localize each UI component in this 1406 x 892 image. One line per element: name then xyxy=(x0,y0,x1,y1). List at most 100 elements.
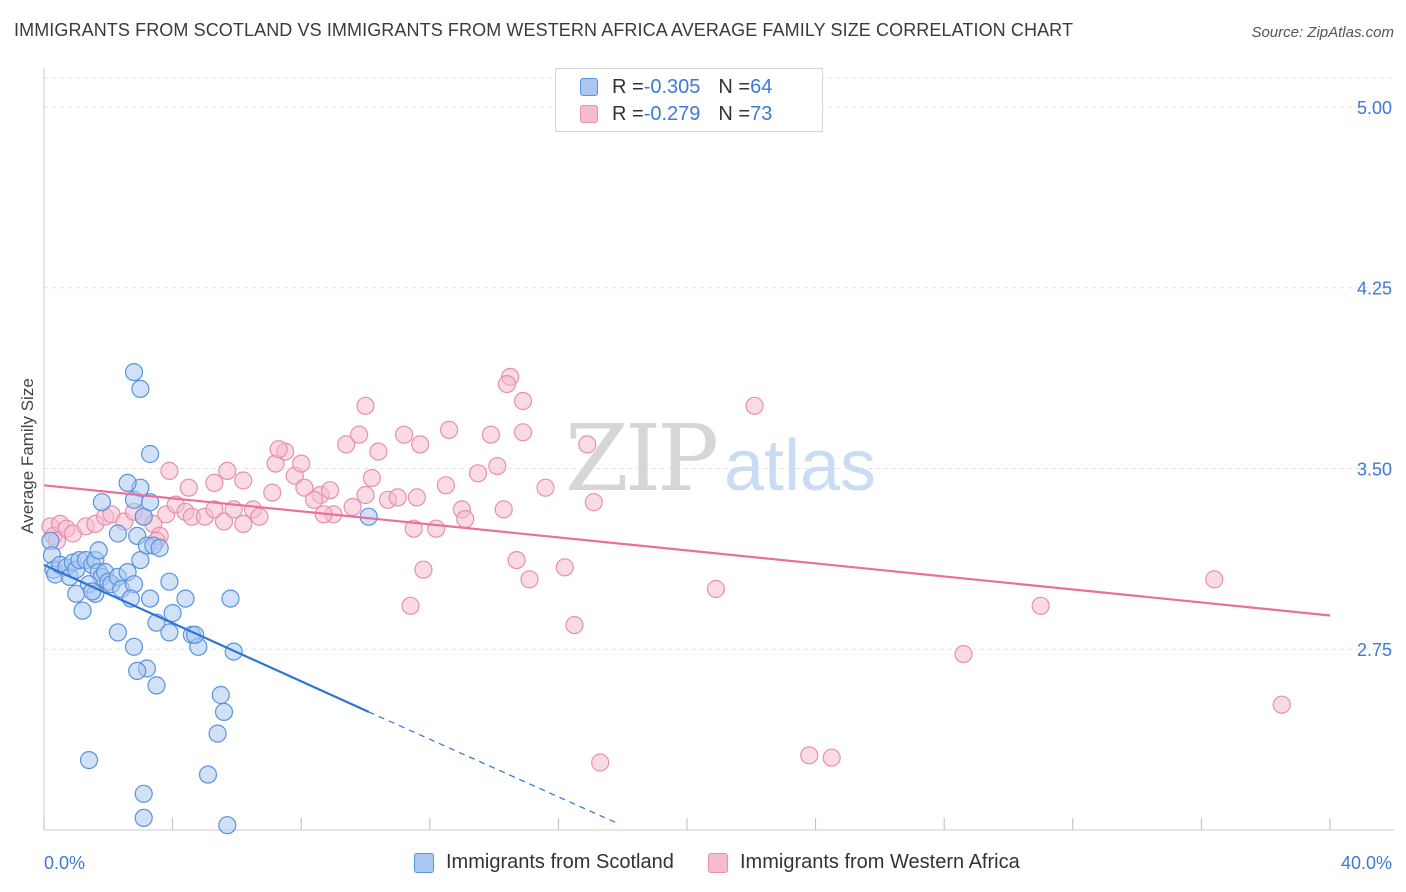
scotland-point xyxy=(214,702,234,722)
western-africa-swatch xyxy=(580,105,598,123)
x-tick-label: 0.0% xyxy=(44,853,85,873)
legend-item-western-africa[interactable]: Immigrants from Western Africa xyxy=(708,851,1020,874)
western-africa-point xyxy=(414,560,433,579)
scotland-point xyxy=(108,623,128,642)
watermark-atlas: atlas xyxy=(724,426,876,506)
r-value: -0.279 xyxy=(643,102,701,125)
western-africa-trend-line xyxy=(43,484,1331,617)
western-africa-point xyxy=(1272,695,1291,714)
x-tick-label: 40.0% xyxy=(1341,853,1392,873)
r-label: R = xyxy=(612,75,644,98)
scotland-point xyxy=(163,603,182,623)
western-africa-point xyxy=(321,481,340,500)
western-africa-point xyxy=(214,512,234,531)
western-africa-point xyxy=(591,753,610,772)
western-africa-point xyxy=(160,461,179,480)
scotland-point xyxy=(134,808,153,828)
scotland-point xyxy=(141,589,160,608)
western-africa-point xyxy=(497,375,517,394)
scotland-point xyxy=(83,582,102,601)
western-africa-point xyxy=(507,550,526,570)
western-africa-point xyxy=(565,615,584,635)
western-africa-point xyxy=(481,425,500,444)
scotland-point xyxy=(124,637,144,656)
scotland-point xyxy=(134,784,153,803)
western-africa-point xyxy=(205,500,224,519)
western-africa-point xyxy=(555,558,574,577)
scotland-points xyxy=(41,363,378,835)
scotland-point xyxy=(150,538,169,558)
western-africa-point xyxy=(822,748,841,767)
western-africa-point xyxy=(295,478,314,497)
scotland-point xyxy=(160,623,179,642)
western-africa-swatch xyxy=(708,852,728,873)
y-tick-label: 3.50 xyxy=(1357,459,1392,479)
western-africa-point xyxy=(584,493,603,512)
western-africa-point xyxy=(427,519,446,538)
western-africa-point xyxy=(488,457,507,476)
y-tick-label: 5.00 xyxy=(1357,98,1392,118)
legend-label-western-africa: Immigrants from Western Africa xyxy=(740,851,1020,873)
western-africa-point xyxy=(305,490,324,509)
scotland-point xyxy=(67,584,86,603)
legend-item-scotland[interactable]: Immigrants from Scotland xyxy=(414,851,674,874)
western-africa-point xyxy=(411,435,430,454)
western-africa-point xyxy=(407,488,426,507)
axes xyxy=(43,68,1394,831)
western-africa-point xyxy=(356,396,375,415)
western-africa-point xyxy=(263,483,282,502)
western-africa-point xyxy=(404,519,423,538)
tick-labels: 2.75 3.50 4.25 5.00 0.0% 40.0% Average Family … xyxy=(18,98,1392,873)
gridlines xyxy=(44,77,1394,650)
western-africa-point xyxy=(369,442,388,461)
western-africa-point xyxy=(468,464,488,483)
western-africa-point xyxy=(388,488,407,507)
western-africa-point xyxy=(1205,570,1224,589)
scotland-point xyxy=(73,601,92,620)
r-value: -0.305 xyxy=(643,75,701,98)
n-value: 64 xyxy=(750,75,773,98)
western-africa-point xyxy=(456,509,475,529)
scotland-point xyxy=(124,363,144,382)
trend-lines xyxy=(43,484,1331,824)
scotland-trend-extension xyxy=(368,711,617,824)
scotland-point xyxy=(141,493,160,512)
western-africa-point xyxy=(343,497,362,517)
scotland-point xyxy=(141,444,160,464)
scotland-point xyxy=(176,589,195,608)
scotland-point xyxy=(128,661,147,681)
western-africa-point xyxy=(401,596,420,615)
scotland-point xyxy=(221,589,240,608)
western-africa-point xyxy=(800,746,819,765)
western-africa-point xyxy=(1031,596,1050,615)
scotland-point xyxy=(218,816,237,835)
western-africa-point xyxy=(350,425,369,444)
western-africa-point xyxy=(440,420,459,439)
western-africa-point xyxy=(218,461,237,480)
scotland-point xyxy=(211,685,230,705)
watermark: ZIP atlas xyxy=(565,405,876,512)
r-label: R = xyxy=(612,102,644,125)
western-africa-point xyxy=(234,471,253,490)
western-africa-point xyxy=(954,644,973,664)
scotland-point xyxy=(118,473,137,492)
legend-row-scotland: R = -0.305 N = 64 xyxy=(580,75,772,99)
series-legend: Immigrants from Scotland Immigrants from… xyxy=(0,851,1406,879)
n-value: 73 xyxy=(750,102,773,125)
western-africa-point xyxy=(706,579,726,599)
scotland-point xyxy=(108,524,128,543)
western-africa-point xyxy=(362,469,381,488)
chart-title: IMMIGRANTS FROM SCOTLAND VS IMMIGRANTS F… xyxy=(14,20,1074,40)
scotland-point xyxy=(79,750,99,770)
scotland-trend-line xyxy=(43,563,370,713)
y-tick-label: 2.75 xyxy=(1357,640,1392,660)
western-africa-point xyxy=(436,476,455,495)
scotland-point xyxy=(198,765,218,784)
western-africa-point xyxy=(513,391,533,411)
legend-row-western-africa: R = -0.279 N = 73 xyxy=(580,102,772,126)
source-credit: Source: ZipAtlas.com xyxy=(1251,24,1394,41)
western-africa-point xyxy=(179,478,198,497)
scotland-point xyxy=(147,676,166,695)
scotland-swatch xyxy=(414,852,434,873)
